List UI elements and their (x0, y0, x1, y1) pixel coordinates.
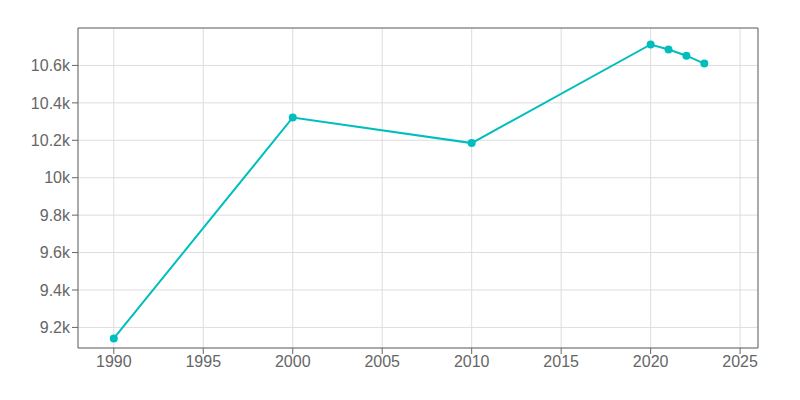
svg-text:2020: 2020 (633, 353, 669, 370)
svg-text:1990: 1990 (96, 353, 132, 370)
svg-text:9.4k: 9.4k (40, 282, 71, 299)
svg-text:2005: 2005 (364, 353, 400, 370)
svg-text:2010: 2010 (454, 353, 490, 370)
svg-text:2025: 2025 (722, 353, 758, 370)
svg-text:9.2k: 9.2k (40, 319, 71, 336)
svg-text:2015: 2015 (543, 353, 579, 370)
svg-text:10k: 10k (44, 169, 71, 186)
svg-text:9.8k: 9.8k (40, 207, 71, 224)
svg-text:1995: 1995 (185, 353, 221, 370)
svg-text:10.6k: 10.6k (31, 57, 71, 74)
svg-text:2000: 2000 (275, 353, 311, 370)
svg-text:10.4k: 10.4k (31, 95, 71, 112)
svg-text:10.2k: 10.2k (31, 132, 71, 149)
svg-text:9.6k: 9.6k (40, 244, 71, 261)
